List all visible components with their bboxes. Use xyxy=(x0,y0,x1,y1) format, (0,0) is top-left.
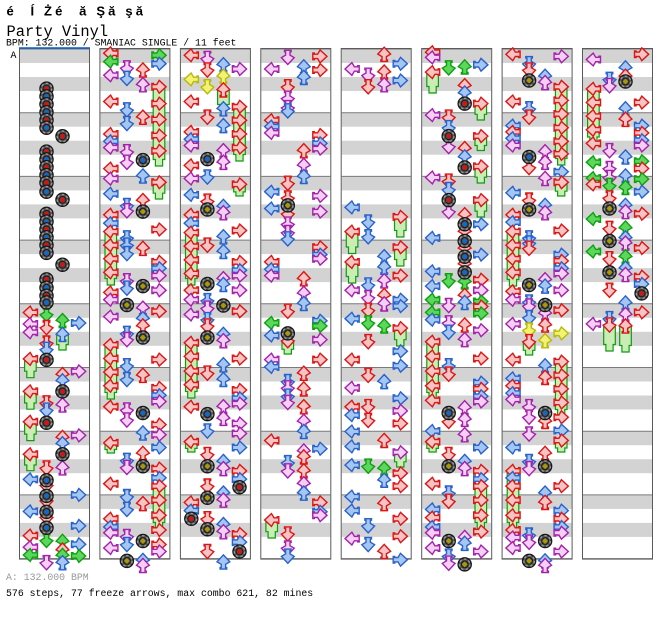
svg-text:BPM: 132.000 / SMANIAC SINGLE: BPM: 132.000 / SMANIAC SINGLE / 11 feet xyxy=(6,38,236,49)
svg-text:A: A xyxy=(11,50,17,61)
svg-text:Party Vinyl: Party Vinyl xyxy=(7,23,109,41)
svg-text:é Í Żé ă Şă şă: é Í Żé ă Şă şă xyxy=(7,4,144,19)
svg-text:576 steps, 77 freeze arrows, m: 576 steps, 77 freeze arrows, max combo 6… xyxy=(6,588,313,599)
svg-text:A: 132.000 BPM: A: 132.000 BPM xyxy=(6,572,89,583)
